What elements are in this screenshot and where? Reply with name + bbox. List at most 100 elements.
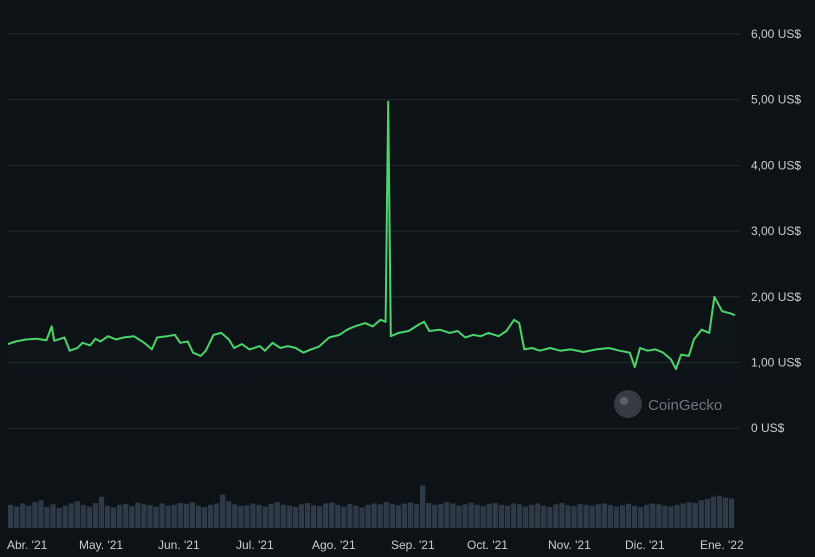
y-axis-ticks: 6,00 US$ 5,00 US$ 4,00 US$ 3,00 US$ 2,00 US$… xyxy=(751,27,801,435)
volume-bar xyxy=(444,502,450,528)
volume-bar xyxy=(213,503,220,528)
volume-bar xyxy=(256,504,262,528)
x-tick-label: Abr. '21 xyxy=(7,538,48,552)
x-tick-label: Sep. '21 xyxy=(391,538,435,552)
volume-bar xyxy=(274,502,280,528)
volume-bar xyxy=(456,505,462,528)
volume-bar xyxy=(413,504,420,528)
volume-bar xyxy=(656,504,662,528)
volume-bar xyxy=(565,505,571,528)
volume-bar xyxy=(438,503,444,528)
volume-bar xyxy=(232,504,238,528)
volume-bar xyxy=(468,502,474,528)
volume-bar xyxy=(510,503,517,528)
volume-bar xyxy=(323,503,329,528)
volume-bar xyxy=(450,503,456,528)
volume-bar xyxy=(541,505,547,528)
volume-bar xyxy=(201,507,208,528)
y-tick-label: 3,00 US$ xyxy=(751,224,801,238)
volume-bar xyxy=(238,506,244,528)
volume-bar xyxy=(419,485,426,528)
volume-bar xyxy=(619,505,626,528)
volume-bar xyxy=(547,507,553,528)
y-tick-label: 0 US$ xyxy=(751,421,785,435)
volume-bar xyxy=(638,507,644,528)
x-tick-label: Ene. '22 xyxy=(700,538,744,552)
volume-bar xyxy=(553,504,559,528)
volume-bar xyxy=(335,504,341,528)
volume-bar xyxy=(310,505,317,528)
volume-bar xyxy=(698,500,704,528)
volume-bar xyxy=(353,505,359,528)
volume-bar xyxy=(607,504,614,528)
volume-bar xyxy=(268,503,274,528)
volume-bar xyxy=(171,504,177,528)
volume-bar xyxy=(680,503,686,528)
volume-bar xyxy=(316,506,323,528)
volume-bar xyxy=(20,503,26,528)
volume-bar xyxy=(644,504,650,528)
volume-bar xyxy=(286,505,292,528)
price-area-fill xyxy=(8,101,735,429)
x-axis-ticks: Abr. '21 May. '21 Jun. '21 Jul. '21 Ago. '21… xyxy=(7,538,744,552)
volume-bar xyxy=(583,504,589,528)
volume-bar xyxy=(123,503,129,528)
volume-bar xyxy=(159,503,165,528)
volume-bar xyxy=(153,506,159,528)
volume-bar xyxy=(383,502,389,528)
volume-bar xyxy=(474,504,480,528)
volume-bar xyxy=(62,505,68,528)
volume-bar xyxy=(692,503,698,528)
volume-bar xyxy=(280,504,286,528)
volume-bar xyxy=(662,505,668,528)
volume-bar xyxy=(44,507,50,528)
y-tick-label: 5,00 US$ xyxy=(751,93,801,107)
volume-bar xyxy=(262,506,268,528)
volume-bar xyxy=(92,503,99,528)
volume-bar xyxy=(220,494,226,528)
volume-bar xyxy=(601,503,607,528)
volume-bar xyxy=(625,503,632,528)
volume-bar xyxy=(462,504,468,528)
volume-bar xyxy=(244,505,250,528)
volume-bar xyxy=(371,503,377,528)
volume-bar xyxy=(226,501,232,528)
volume-bar xyxy=(395,505,401,528)
volume-bar xyxy=(365,504,371,528)
volume-bar xyxy=(129,506,135,528)
volume-bar xyxy=(207,504,214,528)
volume-bar xyxy=(147,505,153,528)
volume-bar xyxy=(571,506,577,528)
volume-bar xyxy=(389,503,395,528)
y-tick-label: 2,00 US$ xyxy=(751,290,801,304)
volume-bar xyxy=(50,504,56,528)
volume-bar xyxy=(56,507,62,528)
x-tick-label: Dic. '21 xyxy=(625,538,665,552)
volume-bar xyxy=(341,506,347,528)
volume-bar xyxy=(68,503,74,528)
volume-bar xyxy=(135,502,141,528)
volume-bar xyxy=(486,503,492,528)
volume-bar xyxy=(613,506,620,528)
x-tick-label: May. '21 xyxy=(79,538,123,552)
volume-bar xyxy=(117,504,123,528)
volume-bar xyxy=(522,506,529,528)
volume-bar xyxy=(32,502,38,528)
price-line xyxy=(7,100,736,371)
volume-bar xyxy=(426,503,432,528)
volume-bar xyxy=(377,504,383,528)
volume-bar xyxy=(165,505,171,528)
volume-bar xyxy=(632,505,638,528)
coingecko-logo-eye-icon xyxy=(620,397,628,405)
price-series-line xyxy=(7,100,736,371)
x-tick-label: Jun. '21 xyxy=(158,538,200,552)
volume-bar xyxy=(529,504,535,528)
volume-bar xyxy=(686,502,692,528)
volume-bar xyxy=(14,506,20,528)
volume-bar xyxy=(432,504,438,528)
volume-bar xyxy=(177,503,183,528)
watermark: CoinGecko xyxy=(614,390,722,418)
volume-bar xyxy=(668,506,674,528)
volume-bar xyxy=(504,505,511,528)
volume-bar xyxy=(38,500,44,528)
